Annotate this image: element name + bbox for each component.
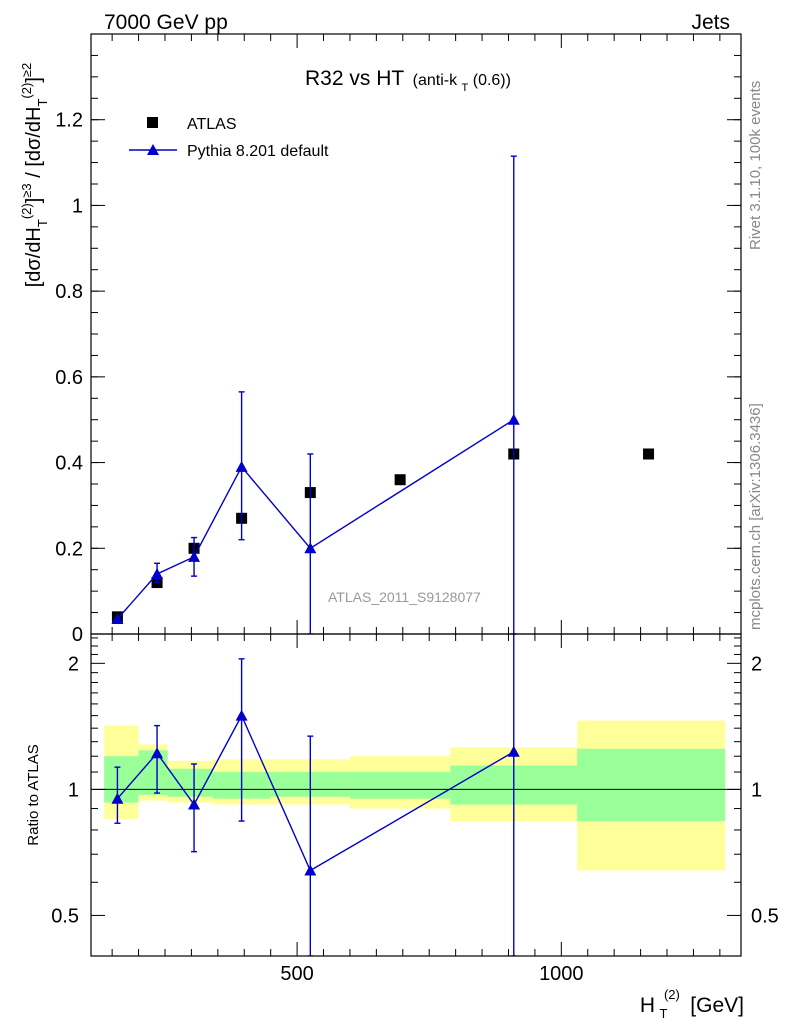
pythia-point [235,460,248,472]
ratio-y-tick-label-right: 2 [751,653,762,675]
chart-title-sub: (anti-k [413,72,458,89]
main-data-layer [111,155,655,634]
legend-atlas-marker [147,117,158,128]
legend-atlas-label: ATLAS [187,116,237,133]
ratio-pythia-line [116,714,515,872]
pythia-point [151,568,164,579]
ratio-y-tick-label-right: 0.5 [751,905,779,927]
pythia-point [111,613,124,624]
rivet-info-text: Rivet 3.1.10, 100k events [747,81,764,250]
main-y-tick-label: 0 [72,624,83,646]
pythia-point [304,542,317,554]
main-y-tick-label: 0.2 [55,538,83,560]
legend-pythia-label: Pythia 8.201 default [187,143,329,160]
main-y-tick-label: 0.4 [55,453,83,475]
chart-title: R32 vs HT (anti-k T (0.6)) [305,67,511,95]
ratio-pythia-point [304,864,317,876]
ratio-frame [90,633,742,957]
main-y-axis-label: [dσ/dHT(2)]≥3 / [dσ/dHT(2)]≥2 [19,63,50,288]
atlas-point [394,474,406,486]
x-tick-label: 1000 [539,963,584,985]
ratio-y-tick-label-right: 1 [751,779,762,801]
ratio-inner-band [349,772,451,799]
ratio-y-tick-label: 0.5 [51,905,79,927]
analysis-watermark: ATLAS_2011_S9128077 [328,589,481,605]
pythia-point [507,413,520,425]
mcplots-info-text: mcplots.cern.ch [arXiv:1306.3436] [747,403,764,630]
x-axis-label-unit: [GeV] [690,994,744,1017]
x-axis-label-sub: T [660,1006,668,1021]
ratio-y-tick-label: 1 [68,779,79,801]
chart-title-main: R32 vs HT [305,67,404,90]
chart-title-sub-index: T [462,82,469,94]
header-right-label: Jets [691,11,730,34]
ratio-pythia-point [507,745,520,757]
main-y-tick-label: 0.8 [55,281,83,303]
main-axis-ticks: 0 0.2 0.4 0.6 0.8 1 1.2 [55,33,741,646]
header-left-label: 7000 GeV pp [104,11,228,34]
chart-title-sub-tail: (0.6)) [473,72,511,89]
atlas-point [643,448,655,460]
ratio-pythia-point [151,747,164,759]
ratio-y-tick-label: 2 [68,653,79,675]
ratio-pythia-point [111,792,124,804]
pythia-line [116,419,515,620]
legend-pythia-marker [147,144,159,155]
ratio-axis-ticks: 0.5 0.5 1 1 2 2 500 1000 [51,634,779,985]
x-axis-label: H T (2) [GeV] [640,986,744,1022]
ratio-uncertainty-bands [104,720,726,871]
x-tick-label: 500 [280,963,313,985]
main-y-tick-label: 1 [72,195,83,217]
ratio-y-axis-label: Ratio to ATLAS [25,744,42,845]
x-axis-label-main: H [640,994,655,1017]
main-y-tick-label: 1.2 [55,110,83,132]
ratio-pythia-point [188,798,201,810]
x-axis-label-sup: (2) [664,987,680,1002]
pythia-point [188,550,201,562]
ratio-pythia-point [235,709,248,721]
main-y-tick-label: 0.6 [55,367,83,389]
ratio-data-layer [111,634,520,956]
ratio-inner-band [577,748,726,822]
